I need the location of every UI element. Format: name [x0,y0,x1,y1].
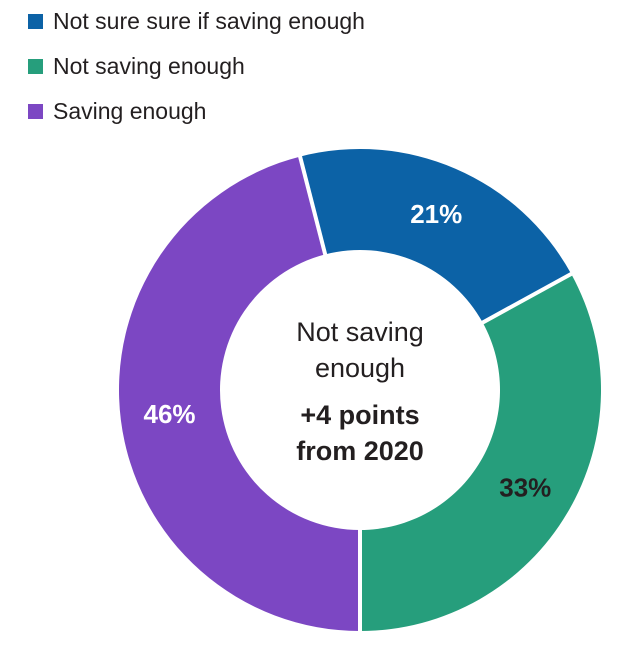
donut-center-label: Not saving enough +4 points from 2020 [275,314,445,470]
legend-label: Saving enough [53,98,207,124]
slice-value-label-not-sure-sure-if-saving-enough: 21% [410,199,462,229]
slice-separator [297,153,328,258]
center-label-secondary: +4 points from 2020 [296,400,424,467]
legend-item-not-saving-enough: Not saving enough [28,51,365,82]
chart-legend: Not sure sure if saving enough Not saving… [28,6,365,127]
legend-label: Not sure sure if saving enough [53,8,365,34]
legend-item-saving-enough: Saving enough [28,96,365,127]
donut-slice-not-saving-enough [360,273,601,631]
legend-swatch-icon [28,14,43,29]
legend-label: Not saving enough [53,53,245,79]
donut-slice-not-sure-sure-if-saving-enough [300,149,572,323]
legend-swatch-icon [28,104,43,119]
slice-separator [479,270,575,326]
slice-value-label-not-saving-enough: 33% [499,473,551,503]
donut-slice-saving-enough [119,156,360,631]
center-label-primary: Not saving enough [296,317,424,384]
slice-value-label-saving-enough: 46% [143,399,195,429]
legend-item-not-sure-sure-if-saving-enough: Not sure sure if saving enough [28,6,365,37]
legend-swatch-icon [28,59,43,74]
